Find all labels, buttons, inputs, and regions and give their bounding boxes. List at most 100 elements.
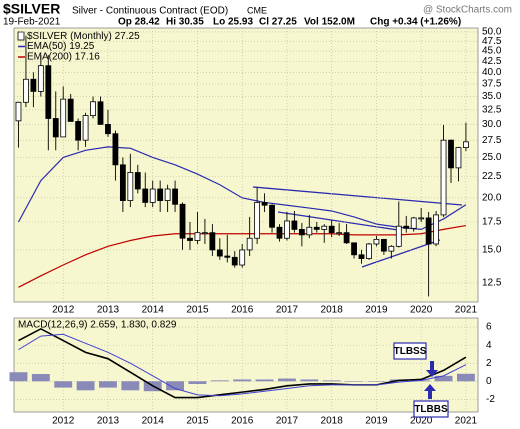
subtitle: Silver - Continuous Contract (EOD)	[72, 6, 228, 17]
candle-body	[425, 217, 432, 245]
symbol: $SILVER	[3, 1, 60, 17]
candle-body	[105, 124, 111, 135]
candle-body	[328, 225, 335, 234]
legend-label: $SILVER (Monthly) 27.25	[27, 31, 140, 42]
macd-line	[18, 333, 467, 397]
y-tick-label: 32.5	[482, 105, 502, 116]
annotation-box	[393, 342, 427, 360]
candle-body	[52, 118, 59, 138]
legend-label: EMA(200) 17.16	[27, 52, 100, 63]
candle-body	[187, 237, 193, 241]
x-tick-label: 2016	[231, 416, 254, 427]
histogram-bar	[121, 381, 140, 391]
y-tick-label: 27.5	[482, 135, 502, 146]
candle-body	[254, 202, 261, 239]
y-tick-label: 6	[486, 322, 492, 333]
y-tick-label: 17.5	[482, 217, 502, 228]
y-tick-label: 22.5	[482, 171, 502, 182]
histogram-bar	[322, 380, 341, 382]
candle-body	[67, 98, 74, 122]
candle-body	[448, 139, 454, 169]
trend-line	[361, 239, 441, 268]
date: 19-Feb-2021	[3, 17, 61, 28]
candle-body	[142, 188, 149, 203]
candle-body	[298, 228, 305, 236]
candle-body	[179, 203, 186, 239]
candle-body	[60, 98, 67, 138]
candle-body	[284, 220, 290, 239]
x-tick-label: 2021	[455, 416, 478, 427]
macd-line	[18, 327, 467, 399]
y-tick-label: 4	[486, 340, 492, 351]
candle-body	[291, 220, 298, 230]
volume: Vol 152.0M	[304, 17, 355, 28]
macd-panel	[13, 317, 479, 413]
candle-body	[90, 101, 96, 116]
candle-body	[157, 188, 164, 201]
histogram-bar	[367, 381, 386, 382]
change: Chg +0.34 (+1.26%)	[370, 17, 461, 28]
candle-body	[231, 256, 238, 266]
histogram-bar	[54, 381, 73, 388]
x-tick-label: 2018	[321, 305, 344, 316]
trend-line	[277, 211, 399, 231]
close: Cl 27.25	[259, 17, 297, 28]
trend-line	[252, 186, 463, 206]
low: Lo 25.93	[213, 17, 253, 28]
histogram-bar	[233, 379, 252, 382]
candle-body	[112, 133, 119, 166]
y-tick-label: -2	[486, 394, 495, 405]
y-tick-label: 47.5	[482, 36, 502, 47]
candle-body	[37, 65, 44, 92]
high: Hi 30.35	[166, 17, 204, 28]
legend-label: EMA(50) 19.25	[27, 41, 95, 52]
macd-label: MACD(12,26,9) 2.659, 1.830, 0.829	[18, 320, 177, 331]
ema-line	[18, 224, 467, 288]
candle-body	[127, 172, 134, 201]
candle-body	[418, 217, 425, 220]
candle-body	[276, 226, 283, 239]
y-tick-label: 12.5	[482, 278, 502, 289]
ema-line	[17, 146, 467, 231]
histogram-bar	[300, 379, 319, 382]
open: Op 28.42	[118, 17, 160, 28]
candle-body	[395, 225, 402, 247]
y-tick-label: 35.0	[482, 91, 502, 102]
candle-body	[30, 78, 37, 92]
y-tick-label: 20.0	[482, 192, 502, 203]
x-tick-label: 2015	[186, 305, 209, 316]
x-tick-label: 2019	[365, 305, 388, 316]
candle-body	[366, 243, 372, 259]
candle-body	[343, 232, 350, 244]
candle-body	[209, 232, 216, 251]
candle-body	[336, 232, 343, 235]
candle-body	[239, 249, 246, 266]
annotation-label: TLBSS	[394, 346, 427, 357]
histogram-bar	[255, 379, 274, 382]
candle-body	[82, 115, 89, 141]
y-tick-label: 50.0	[482, 27, 502, 38]
candle-body	[134, 172, 141, 190]
y-tick-label: 25.0	[482, 152, 502, 163]
candle-body	[269, 204, 275, 228]
candle-body	[75, 121, 82, 141]
price-panel	[13, 27, 479, 303]
y-tick-label: 15.0	[482, 245, 502, 256]
x-tick-label: 2020	[410, 416, 433, 427]
candle-body	[358, 254, 365, 259]
x-tick-label: 2012	[52, 305, 75, 316]
y-tick-label: 42.5	[482, 56, 502, 67]
candle-body	[15, 101, 22, 122]
candle-body	[172, 188, 178, 205]
candle-body	[216, 249, 223, 257]
x-tick-label: 2017	[276, 416, 299, 427]
candle-body	[351, 242, 357, 256]
candle-body	[246, 237, 253, 251]
arrow	[424, 384, 436, 399]
annotation-box	[413, 400, 449, 418]
annotation-label: TLBBS	[414, 404, 448, 415]
candle-body	[321, 225, 328, 230]
y-tick-label: 2	[486, 358, 492, 369]
x-tick-label: 2021	[455, 305, 478, 316]
